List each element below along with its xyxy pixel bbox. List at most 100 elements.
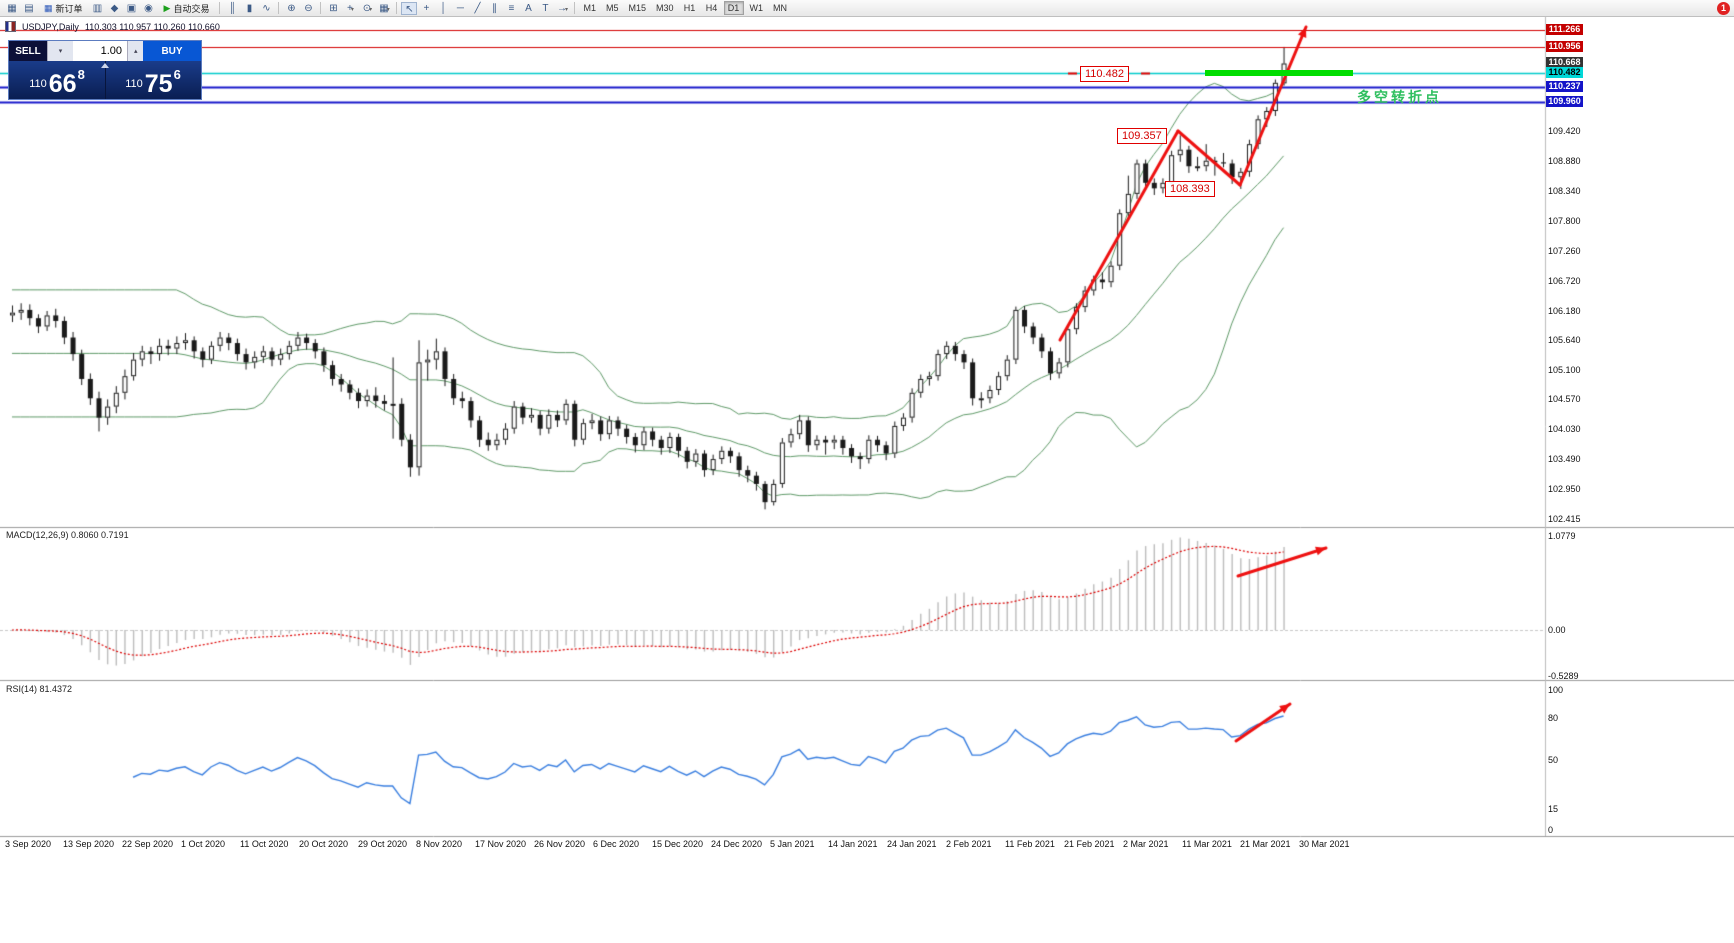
toolbar-separator: [278, 2, 280, 14]
price-axis-tick: 106.720: [1548, 276, 1581, 286]
timeframe-h4-button[interactable]: H4: [702, 1, 722, 15]
price-tag-109.960[interactable]: 109.960: [1546, 96, 1583, 107]
templates-icon[interactable]: ▦▾: [379, 2, 390, 14]
bid-price[interactable]: 110 66 8: [9, 61, 105, 99]
date-axis-label: 26 Nov 2020: [534, 839, 586, 849]
price-tag-111.266[interactable]: 111.266: [1546, 24, 1583, 35]
date-axis-label: 11 Oct 2020: [240, 839, 289, 849]
date-axis-label: 3 Sep 2020: [5, 839, 52, 849]
toolbar-separator: [396, 2, 398, 14]
profiles-icon[interactable]: ▤: [24, 2, 34, 14]
spread-marker-icon: [101, 63, 109, 68]
price-axis-tick: 108.880: [1548, 156, 1581, 166]
vertical-line-icon[interactable]: │: [440, 2, 447, 14]
channel-icon[interactable]: ∥: [491, 2, 497, 14]
volume-up-button[interactable]: ▴: [127, 41, 143, 61]
new-order-button[interactable]: ▦ 新订单: [38, 1, 89, 16]
date-axis-label: 20 Oct 2020: [299, 839, 349, 849]
toolbar-separator: [320, 2, 322, 14]
label-icon[interactable]: T: [542, 2, 549, 14]
line-chart-icon[interactable]: ∿: [262, 2, 271, 14]
arrows-icon[interactable]: →▾: [556, 2, 568, 14]
ask-pips: 75: [144, 69, 173, 98]
volume-dropdown-button[interactable]: ▾: [47, 41, 73, 61]
price-tag-110.482[interactable]: 110.482: [1546, 67, 1583, 78]
date-axis-label: 24 Dec 2020: [711, 839, 763, 849]
text-icon[interactable]: A: [525, 2, 532, 14]
periods-icon[interactable]: ⊙▾: [362, 2, 373, 14]
strategy-tester-icon[interactable]: ◉: [144, 2, 153, 14]
date-axis-label: 11 Feb 2021: [1005, 839, 1055, 849]
price-axis-tick: 104.030: [1548, 424, 1581, 434]
terminal-icon[interactable]: ▣: [126, 2, 137, 14]
price-annotation[interactable]: 110.482: [1080, 66, 1129, 82]
toolbar-separator: [574, 2, 576, 14]
price-tag-110.237[interactable]: 110.237: [1546, 81, 1583, 92]
price-axis-tick: 102.950: [1548, 484, 1581, 494]
date-axis-label: 8 Nov 2020: [416, 839, 463, 849]
new-chart-icon[interactable]: ▦: [7, 2, 17, 14]
timeframe-m5-button[interactable]: M5: [602, 1, 623, 15]
horizontal-line-icon[interactable]: ─: [456, 2, 465, 14]
crosshair-icon[interactable]: +: [423, 2, 430, 14]
bar-chart-icon[interactable]: ║: [228, 2, 237, 14]
timeframe-w1-button[interactable]: W1: [746, 1, 768, 15]
price-axis-tick: 109.420: [1548, 126, 1581, 136]
timeframe-m1-button[interactable]: M1: [579, 1, 600, 15]
turning-point-annotation[interactable]: 多空转折点: [1357, 89, 1442, 105]
tile-windows-icon[interactable]: ⊞: [329, 2, 338, 14]
bid-pipette: 8: [77, 67, 85, 82]
date-axis-label: 5 Jan 2021: [770, 839, 815, 849]
auto-trading-button[interactable]: ▶ 自动交易: [158, 1, 216, 16]
price-tag-110.668[interactable]: 110.668: [1546, 57, 1583, 68]
price-annotation[interactable]: 109.357: [1117, 128, 1167, 144]
chevron-up-icon: ▴: [134, 48, 138, 55]
notification-badge[interactable]: 1: [1717, 1, 1730, 15]
zoom-in-icon[interactable]: ⊕: [287, 2, 296, 14]
date-axis-label: 2 Mar 2021: [1123, 839, 1169, 849]
chart-area: USDJPY,Daily 110.303 110.957 110.260 110…: [0, 17, 1734, 943]
sell-button[interactable]: SELL: [9, 41, 47, 61]
timeframe-h1-button[interactable]: H1: [680, 1, 700, 15]
date-axis-label: 1 Oct 2020: [181, 839, 226, 849]
timeframe-m30-button[interactable]: M30: [652, 1, 678, 15]
toolbar: ▦ ▤ ▦ 新订单 ▥ ◆ ▣ ◉ ▶ 自动交易 ║ ▮ ∿ ⊕ ⊖ ⊞ +▾ ⊙▾ ▦▾ ↖ + │ ─…: [0, 0, 1734, 17]
price-tag-110.956[interactable]: 110.956: [1546, 41, 1583, 52]
chart-title: USDJPY,Daily 110.303 110.957 110.260 110…: [5, 21, 220, 32]
ohlc-readout: 110.303 110.957 110.260 110.660: [84, 21, 220, 32]
support-zone-highlight[interactable]: [1205, 70, 1353, 76]
new-order-label: 新订单: [55, 3, 83, 14]
rsi-axis-value: 50: [1548, 755, 1559, 765]
trendline-icon[interactable]: ╱: [474, 2, 481, 14]
price-chart-canvas[interactable]: [0, 17, 1734, 943]
indicators-icon[interactable]: +▾: [347, 2, 354, 14]
price-axis-tick: 105.100: [1548, 365, 1581, 375]
price-annotation[interactable]: 108.393: [1165, 181, 1215, 197]
fibonacci-icon[interactable]: ≡: [508, 2, 515, 14]
date-axis-label: 21 Mar 2021: [1240, 839, 1291, 849]
auto-trading-label: 自动交易: [173, 3, 210, 14]
ask-price[interactable]: 110 75 6: [105, 61, 201, 99]
timeframe-mn-button[interactable]: MN: [769, 1, 791, 15]
zoom-out-icon[interactable]: ⊖: [304, 2, 313, 14]
candlestick-chart-icon[interactable]: ▮: [246, 2, 253, 14]
market-watch-icon[interactable]: ▥: [92, 2, 103, 14]
date-axis-label: 21 Feb 2021: [1064, 839, 1115, 849]
date-axis-label: 22 Sep 2020: [122, 839, 174, 849]
bid-big-figure: 110: [29, 78, 47, 91]
timeframe-d1-button[interactable]: D1: [723, 1, 744, 15]
price-axis-tick: 107.800: [1548, 216, 1581, 226]
macd-indicator-label: MACD(12,26,9) 0.8060 0.7191: [6, 530, 129, 540]
timeframe-m15-button[interactable]: M15: [625, 1, 651, 15]
chevron-down-icon: ▾: [386, 6, 390, 13]
price-axis-tick: 102.415: [1548, 514, 1581, 524]
toolbar-separator: [219, 2, 221, 14]
cursor-icon[interactable]: ↖: [401, 1, 418, 15]
date-axis-label: 30 Mar 2021: [1299, 839, 1350, 849]
price-axis-tick: 106.180: [1548, 306, 1581, 316]
symbol-timeframe-label: USDJPY,Daily: [22, 21, 79, 32]
rsi-axis-value: 80: [1548, 713, 1559, 723]
volume-input[interactable]: 1.00: [73, 41, 127, 61]
buy-button[interactable]: BUY: [143, 41, 201, 61]
navigator-icon[interactable]: ◆: [110, 2, 119, 14]
